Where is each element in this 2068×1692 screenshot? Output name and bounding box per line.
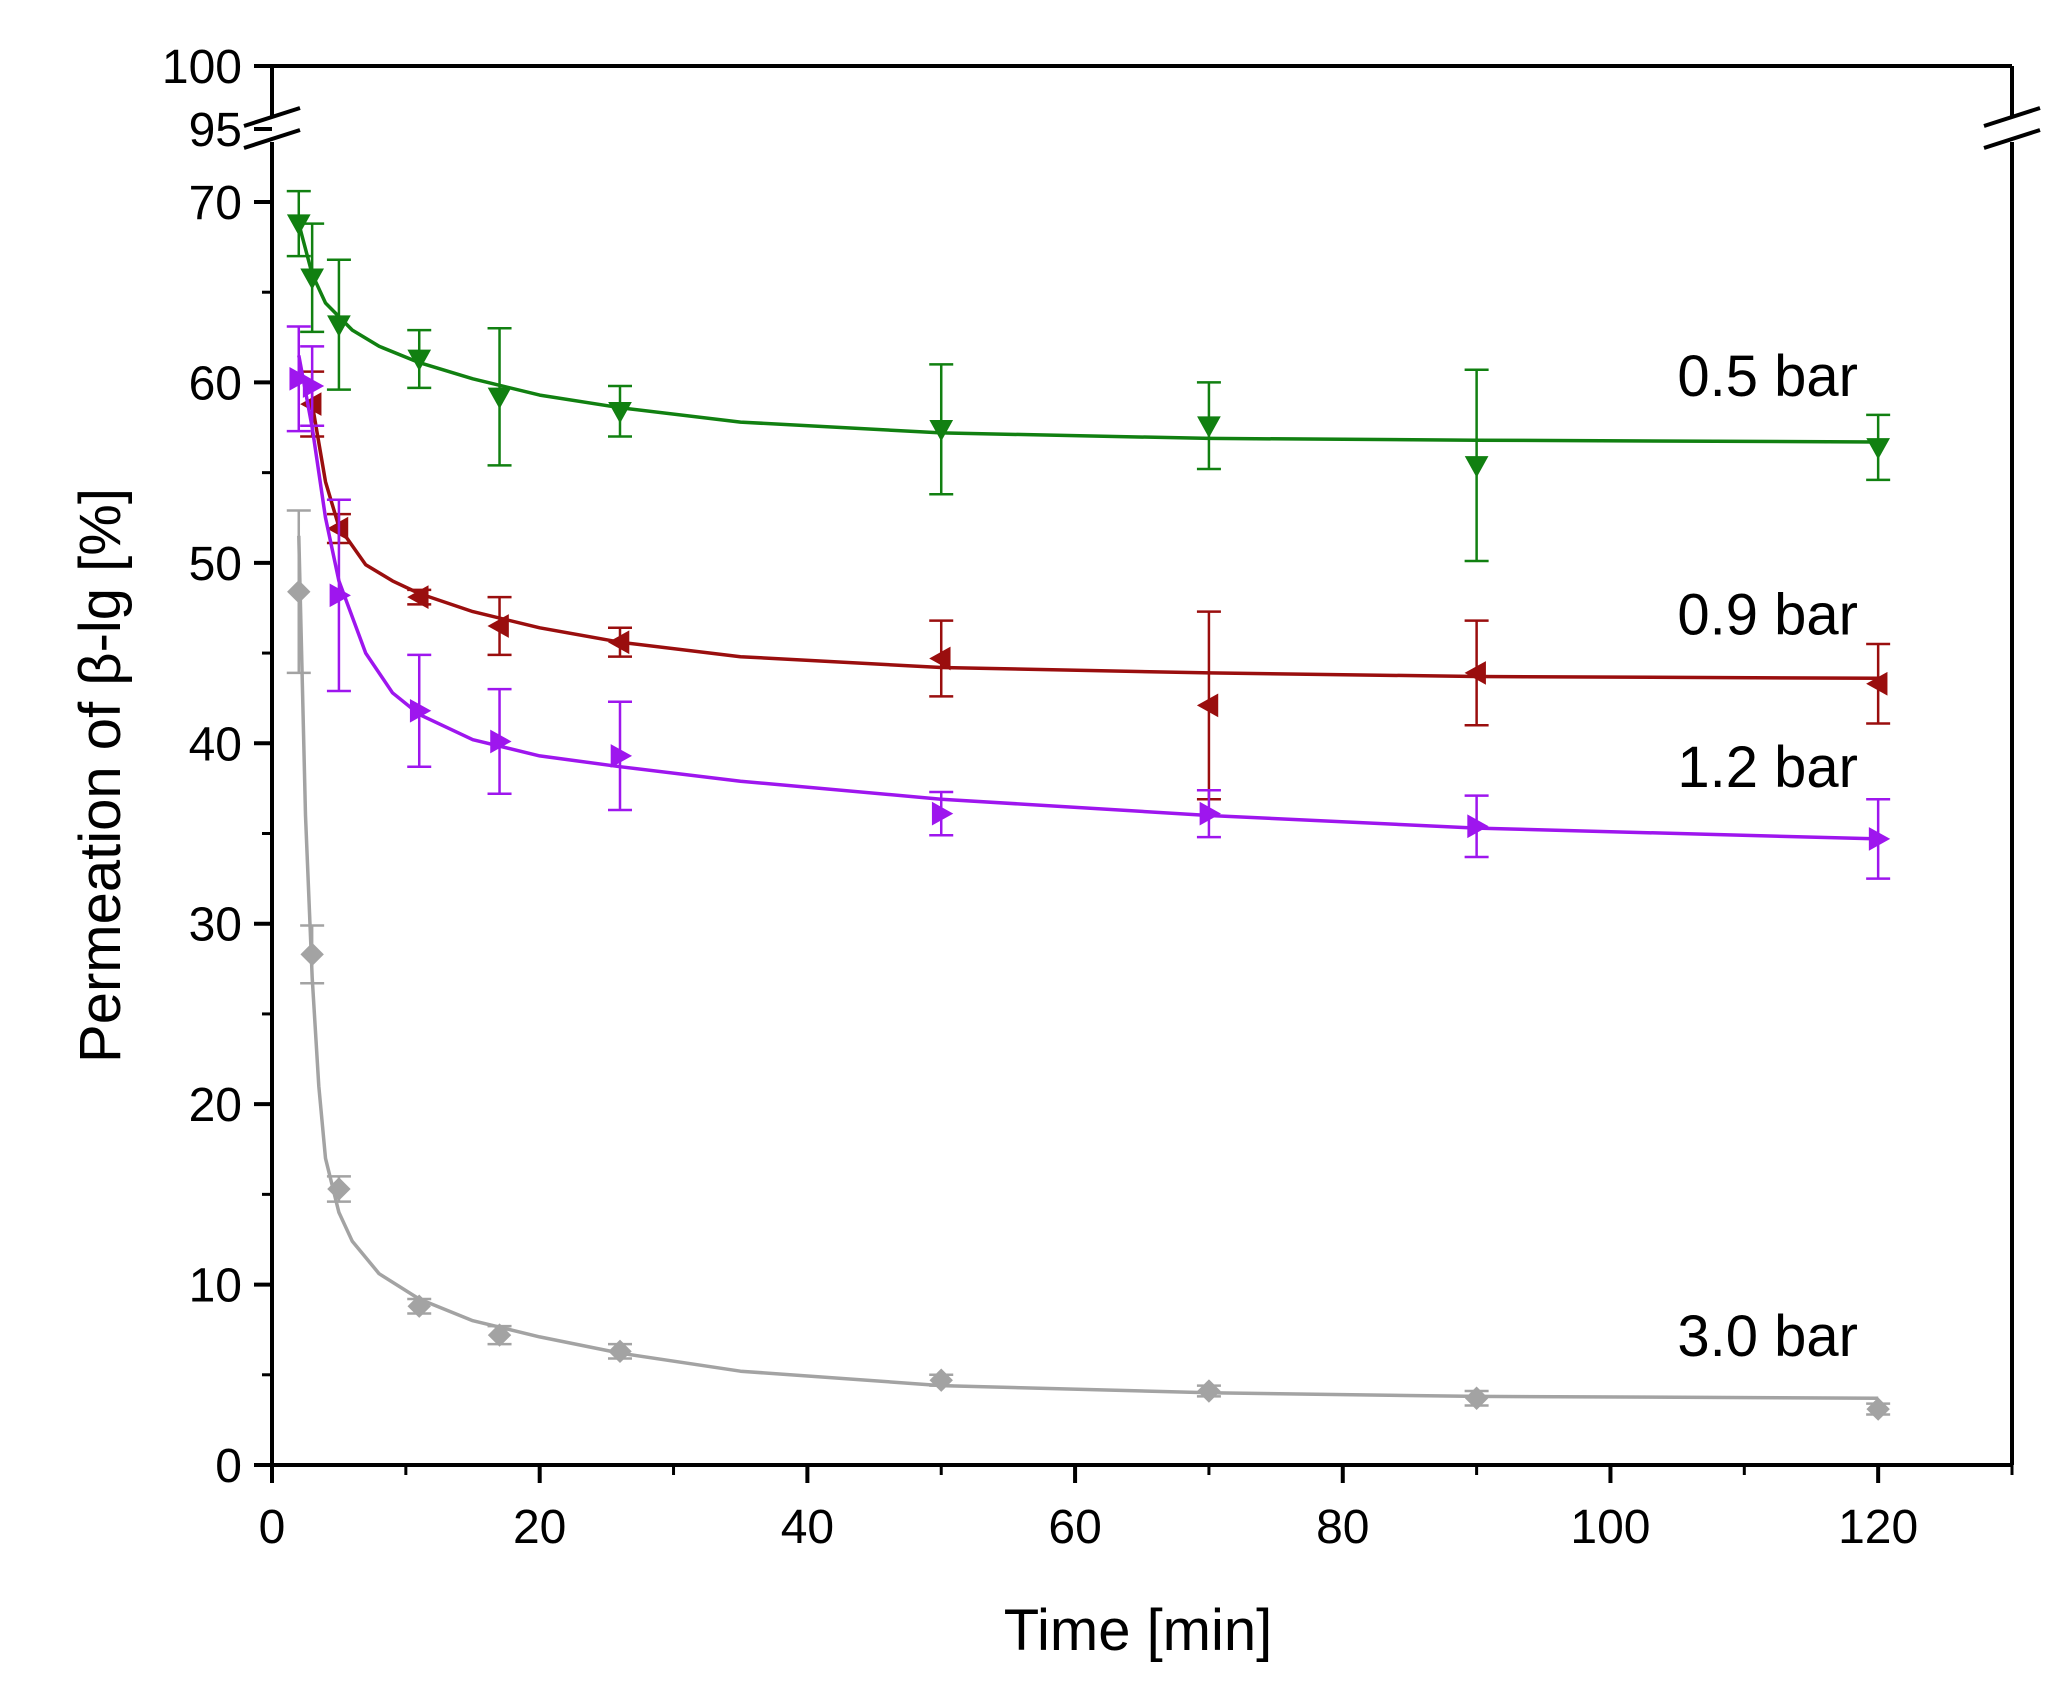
data-point [1866,671,1888,696]
fit-line-1-2-bar [297,355,1879,841]
fit-line-0-5-bar [297,223,1879,444]
series-label-3-0-bar: 3.0 bar [1677,1304,1858,1369]
x-tick-label: 20 [513,1501,566,1554]
y-axis-title: Permeation of β-lg [%] [68,488,133,1063]
fit-line-3-0-bar [297,535,1879,1400]
series-3-0-bar [286,509,1891,1421]
data-point [1868,827,1891,851]
x-tick-label: 40 [781,1501,834,1554]
y-tick-label: 30 [189,899,242,952]
labels: 0.5 bar 0.9 bar 1.2 bar 3.0 bar [1677,344,1858,1369]
series-1-2-bar [286,325,1891,880]
data-point [1197,416,1221,438]
series-label-0-5-bar: 0.5 bar [1677,344,1858,409]
fit-line-0-9-bar [310,403,1879,681]
data-point [1464,456,1489,478]
data-point [289,366,311,391]
data-point [490,729,512,754]
data-point [329,583,351,608]
data-point [407,585,429,609]
x-tick-label: 100 [1570,1501,1650,1554]
data-point [608,401,632,424]
axes: 0 20 40 60 80 100 120 0 10 20 30 40 50 60 70 95 100 [162,41,2041,1554]
series-label-1-2-bar: 1.2 bar [1677,735,1858,800]
data-point [487,614,509,638]
x-tick-label: 60 [1048,1501,1101,1554]
data-point [407,1294,431,1318]
data-point [407,349,432,372]
y-tick-label: 20 [189,1079,242,1132]
data-point [1196,693,1219,718]
data-point [327,1177,351,1201]
x-tick-label: 80 [1316,1501,1369,1554]
y-tick-label: 100 [162,41,242,94]
data-point [929,646,951,671]
data-point [487,387,512,409]
x-tick-label: 0 [259,1501,286,1554]
data-point [409,698,432,723]
y-tick-label: 40 [189,718,242,771]
y-tick-label: 70 [189,177,242,230]
y-tick-label: 60 [189,357,242,410]
data-point [487,1323,512,1347]
y-tick-label: 0 [215,1440,242,1493]
data-point [607,630,630,655]
data-point [1197,1379,1221,1403]
plot-marks [286,189,1891,1421]
axis-break-right [1983,106,2041,150]
data-point [929,420,954,442]
data-point [1199,801,1221,826]
series-label-0-9-bar: 0.9 bar [1677,582,1858,647]
data-point [300,942,324,967]
y-tick-label: 50 [189,538,242,591]
data-point [1464,1386,1489,1410]
data-point [608,1339,632,1364]
y-tick-label: 10 [189,1260,242,1313]
x-tick-label: 120 [1838,1501,1918,1554]
data-point [327,315,351,337]
data-point [1467,814,1489,839]
series-0-5-bar [286,189,1891,563]
data-point [302,374,325,398]
y-tick-label: 95 [189,104,242,157]
data-point [931,801,954,826]
data-point [610,744,633,768]
data-point [300,268,325,290]
data-point [1866,438,1890,460]
data-point [1866,1397,1890,1421]
x-axis-title: Time [min] [1004,1598,1273,1663]
data-point [287,580,311,604]
data-point [929,1368,953,1392]
data-point [1464,661,1486,685]
